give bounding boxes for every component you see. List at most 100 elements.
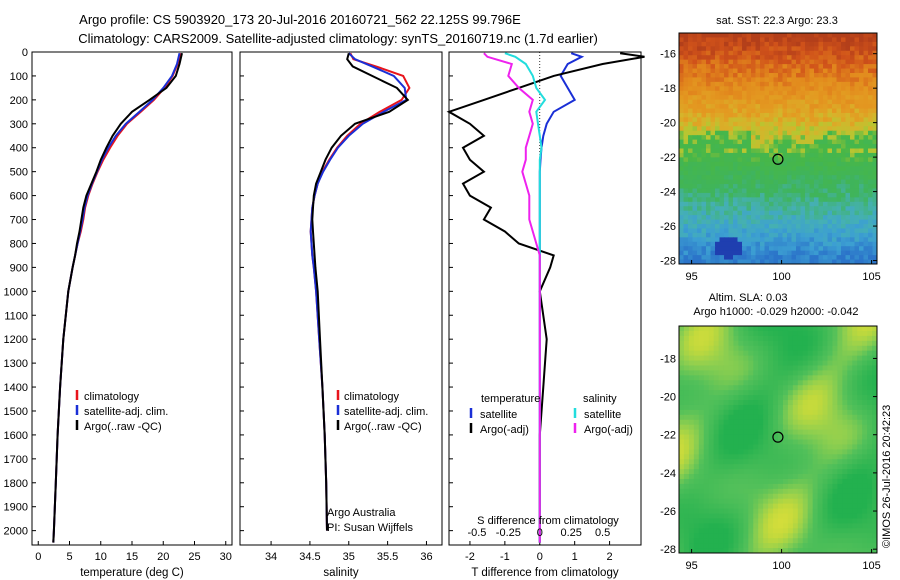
heatmap-cell <box>742 121 748 127</box>
heatmap-cell <box>693 404 700 411</box>
heatmap-cell <box>769 250 775 256</box>
heatmap-cell <box>841 232 847 238</box>
heatmap-cell <box>679 46 685 52</box>
heatmap-cell <box>742 135 748 141</box>
heatmap-cell <box>733 219 739 225</box>
heatmap-cell <box>753 419 759 426</box>
heatmap-cell <box>867 483 873 490</box>
heatmap-cell <box>863 184 869 190</box>
heatmap-cell <box>827 548 834 553</box>
heatmap-cell <box>872 523 877 529</box>
heatmap-cell <box>837 330 843 337</box>
heatmap-cell <box>746 166 752 172</box>
heatmap-cell <box>693 429 700 436</box>
heatmap-cell <box>679 139 685 145</box>
heatmap-cell <box>802 395 809 401</box>
heatmap-cell <box>859 259 865 264</box>
y-tick-label: 1100 <box>4 310 28 322</box>
heatmap-cell <box>797 404 804 411</box>
heatmap-cell <box>817 385 824 391</box>
heatmap-cell <box>701 192 707 198</box>
heatmap-cell <box>778 548 784 553</box>
heatmap-cell <box>679 326 685 332</box>
heatmap-cell <box>718 340 725 347</box>
heatmap-cell <box>807 429 814 436</box>
heatmap-cell <box>812 454 819 460</box>
heatmap-cell <box>742 157 748 163</box>
heatmap-cell <box>782 370 789 376</box>
heatmap-cell <box>863 33 869 39</box>
heatmap-cell <box>782 192 788 198</box>
heatmap-cell <box>768 424 774 431</box>
heatmap-cell <box>693 400 700 406</box>
heatmap-cell <box>857 380 863 386</box>
heatmap-cell <box>753 508 759 515</box>
heatmap-cell <box>863 104 869 110</box>
heatmap-cell <box>845 250 851 256</box>
heatmap-cell <box>867 424 873 431</box>
heatmap-cell <box>743 493 749 500</box>
heatmap-cell <box>859 166 865 172</box>
heatmap-cell <box>854 161 860 167</box>
heatmap-cell <box>850 112 856 118</box>
heatmap-cell <box>683 345 690 352</box>
heatmap-cell <box>812 350 819 357</box>
heatmap-cell <box>751 144 757 150</box>
heatmap-cell <box>737 224 743 230</box>
heatmap-cell <box>742 241 748 247</box>
heatmap-cell <box>782 259 788 264</box>
heatmap-cell <box>746 50 752 56</box>
heatmap-cell <box>728 449 735 455</box>
heatmap-cell <box>805 161 811 167</box>
heatmap-cell <box>728 508 735 515</box>
heatmap-cell <box>850 161 856 167</box>
heatmap-cell <box>733 503 739 510</box>
heatmap-cell <box>805 157 811 163</box>
heatmap-cell <box>787 170 793 176</box>
heatmap-cell <box>814 130 820 136</box>
heatmap-cell <box>872 148 877 154</box>
heatmap-cell <box>868 215 874 221</box>
heatmap-cell <box>812 400 819 406</box>
heatmap-cell <box>782 126 788 132</box>
heatmap-cell <box>842 513 848 520</box>
heatmap-cell <box>823 157 829 163</box>
heatmap-cell <box>751 259 757 264</box>
heatmap-cell <box>837 533 843 539</box>
heatmap-cell <box>845 210 851 216</box>
heatmap-cell <box>818 219 824 225</box>
heatmap-cell <box>753 503 759 510</box>
heatmap-cell <box>746 117 752 123</box>
heatmap-cell <box>683 241 689 247</box>
heatmap-cell <box>748 414 754 421</box>
heatmap-cell <box>733 439 739 446</box>
heatmap-cell <box>827 126 833 132</box>
heatmap-cell <box>805 148 811 154</box>
heatmap-cell <box>713 395 720 401</box>
heatmap-cell <box>769 232 775 238</box>
heatmap-cell <box>713 543 720 549</box>
heatmap-cell <box>854 197 860 203</box>
heatmap-cell <box>791 126 797 132</box>
heatmap-cell <box>768 543 774 549</box>
heatmap-cell <box>718 370 725 376</box>
heatmap-cell <box>863 255 869 261</box>
heatmap-cell <box>719 41 725 47</box>
heatmap-cell <box>823 126 829 132</box>
heatmap-cell <box>706 37 712 43</box>
heatmap-cell <box>738 409 744 416</box>
heatmap-cell <box>809 33 815 39</box>
heatmap-cell <box>737 259 743 264</box>
heatmap-cell <box>787 126 793 132</box>
heatmap-cell <box>805 95 811 101</box>
heatmap-cell <box>710 241 716 247</box>
heatmap-cell <box>832 439 838 446</box>
heatmap-cell <box>728 548 735 553</box>
sla-map-frame <box>678 325 878 554</box>
heatmap-cell <box>807 380 814 386</box>
heatmap-cell <box>758 365 764 372</box>
heatmap-cell <box>719 59 725 65</box>
heatmap-cell <box>832 355 838 362</box>
heatmap-cell <box>822 380 829 386</box>
heatmap-cell <box>852 533 858 539</box>
